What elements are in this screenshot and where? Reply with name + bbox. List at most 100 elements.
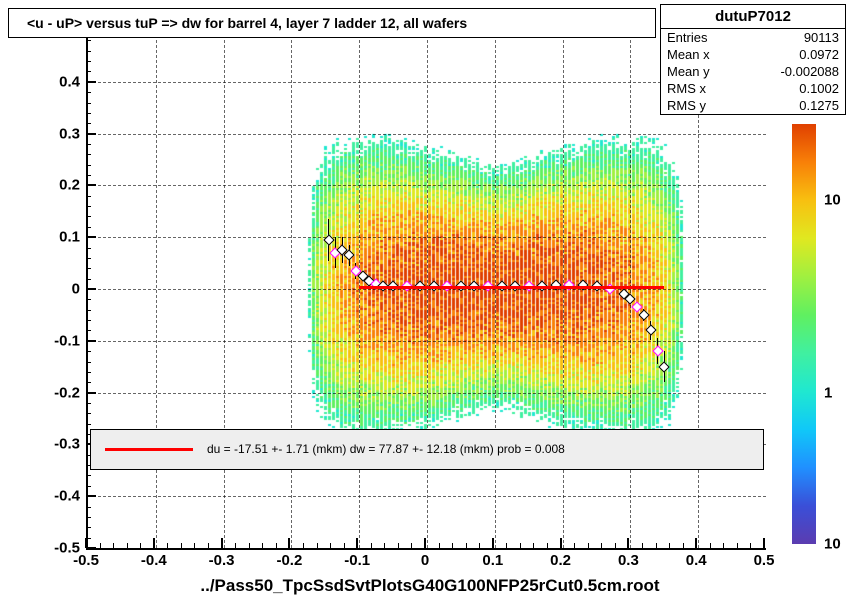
stats-value: 90113 [804, 30, 839, 45]
y-tick-label: 0.4 [20, 73, 80, 90]
y-tick-label: -0.2 [20, 384, 80, 401]
x-minor-tick [371, 543, 372, 548]
y-minor-tick [86, 548, 91, 549]
y-minor-tick [86, 123, 91, 124]
x-axis-title: ../Pass50_TpcSsdSvtPlotsG40G100NFP25rCut… [0, 576, 860, 596]
x-minor-tick [289, 543, 290, 548]
colorbar-label: 10 [824, 191, 841, 208]
x-minor-tick [100, 543, 101, 548]
x-minor-tick [628, 543, 629, 548]
x-tick-label: 0.2 [550, 552, 571, 569]
stats-rmsx: RMS x 0.1002 [661, 80, 845, 97]
y-tick-label: 0 [20, 281, 80, 298]
y-minor-tick [86, 517, 91, 518]
y-minor-tick [86, 71, 91, 72]
x-minor-tick [547, 543, 548, 548]
x-minor-tick [533, 543, 534, 548]
y-minor-tick [86, 92, 91, 93]
y-minor-tick [86, 227, 91, 228]
x-minor-tick [439, 543, 440, 548]
x-tick-label: 0.3 [618, 552, 639, 569]
fit-line [359, 286, 664, 289]
x-minor-tick [656, 543, 657, 548]
x-minor-tick [357, 543, 358, 548]
x-minor-tick [398, 543, 399, 548]
x-minor-tick [208, 543, 209, 548]
y-minor-tick [86, 320, 91, 321]
plot-title: <u - uP> versus tuP => dw for barrel 4, … [27, 15, 467, 31]
stats-value: 0.1275 [799, 98, 839, 113]
y-minor-tick [86, 330, 91, 331]
y-minor-tick [86, 486, 91, 487]
stats-value: 0.0972 [799, 47, 839, 62]
x-minor-tick [696, 543, 697, 548]
y-minor-tick [86, 51, 91, 52]
x-minor-tick [317, 543, 318, 548]
x-minor-tick [520, 543, 521, 548]
y-tick-label: -0.1 [20, 332, 80, 349]
x-minor-tick [642, 543, 643, 548]
stats-label: RMS x [667, 81, 706, 96]
y-tick-label: 0.1 [20, 229, 80, 246]
x-minor-tick [683, 543, 684, 548]
y-minor-tick [86, 475, 91, 476]
y-minor-tick [86, 103, 91, 104]
x-minor-tick [737, 543, 738, 548]
colorbar-label: 10 [824, 536, 841, 553]
x-tick-label: 0 [421, 552, 429, 569]
y-minor-tick [86, 362, 91, 363]
x-minor-tick [86, 543, 87, 548]
x-tick-label: -0.1 [344, 552, 370, 569]
y-tick-label: -0.4 [20, 488, 80, 505]
x-tick-label: 0.5 [754, 552, 775, 569]
y-minor-tick [86, 496, 91, 497]
y-minor-tick [86, 113, 91, 114]
y-minor-tick [86, 40, 91, 41]
stats-label: Entries [667, 30, 707, 45]
y-minor-tick [86, 154, 91, 155]
y-minor-tick [86, 134, 91, 135]
stats-meanx: Mean x 0.0972 [661, 46, 845, 63]
x-minor-tick [276, 543, 277, 548]
y-minor-tick [86, 351, 91, 352]
x-minor-tick [194, 543, 195, 548]
y-tick-label: -0.5 [20, 540, 80, 557]
grid-line-v [291, 30, 292, 548]
y-minor-tick [86, 424, 91, 425]
x-minor-tick [167, 543, 168, 548]
x-minor-tick [493, 543, 494, 548]
stats-meany: Mean y -0.002088 [661, 63, 845, 80]
stats-value: 0.1002 [799, 81, 839, 96]
x-minor-tick [615, 543, 616, 548]
x-minor-tick [764, 543, 765, 548]
x-minor-tick [235, 543, 236, 548]
y-minor-tick [86, 144, 91, 145]
y-minor-tick [86, 196, 91, 197]
x-minor-tick [425, 543, 426, 548]
y-minor-tick [86, 268, 91, 269]
x-minor-tick [127, 543, 128, 548]
fit-legend-box: du = -17.51 +- 1.71 (mkm) dw = 77.87 +- … [90, 429, 764, 470]
x-minor-tick [601, 543, 602, 548]
colorbar [792, 124, 816, 544]
y-minor-tick [86, 279, 91, 280]
y-minor-tick [86, 299, 91, 300]
y-minor-tick [86, 175, 91, 176]
y-minor-tick [86, 393, 91, 394]
y-minor-tick [86, 61, 91, 62]
x-minor-tick [154, 543, 155, 548]
y-tick-label: 0.3 [20, 125, 80, 142]
x-tick-label: 0.4 [686, 552, 707, 569]
x-minor-tick [222, 543, 223, 548]
y-minor-tick [86, 185, 91, 186]
stats-label: Mean x [667, 47, 710, 62]
y-minor-tick [86, 258, 91, 259]
y-tick-label: 0.2 [20, 177, 80, 194]
x-minor-tick [249, 543, 250, 548]
x-minor-tick [588, 543, 589, 548]
y-minor-tick [86, 527, 91, 528]
plot-title-box: <u - uP> versus tuP => dw for barrel 4, … [8, 8, 656, 38]
x-minor-tick [140, 543, 141, 548]
x-minor-tick [344, 543, 345, 548]
grid-line-v [224, 30, 225, 548]
